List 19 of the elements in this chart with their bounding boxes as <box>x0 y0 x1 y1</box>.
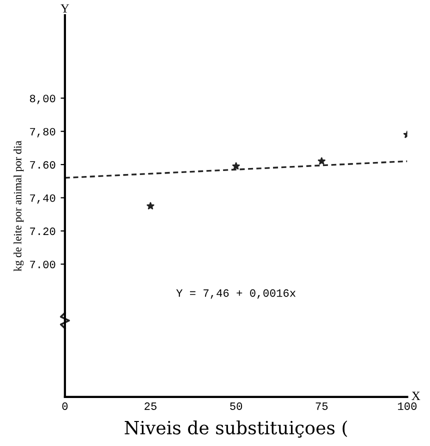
point <box>318 157 326 165</box>
x-tick-label: 50 <box>230 402 242 410</box>
y-tick-label: 7.60 <box>30 161 56 169</box>
y-tick-label: 7,40 <box>30 194 56 204</box>
x-axis-title: Niveis de substituiçoes ( <box>124 420 347 438</box>
annotation: Y = 7,46 + 0,0016x <box>176 289 296 299</box>
x-tick-label: 75 <box>316 402 328 410</box>
text: Y <box>60 4 70 12</box>
x-tick-label: 25 <box>144 402 156 410</box>
y-tick-label: 8,00 <box>30 94 56 104</box>
y-tick-label: 7,80 <box>30 128 56 138</box>
text: X <box>412 392 420 400</box>
x-tick-label: 100 <box>398 402 417 410</box>
y-axis-title: kg de leite por animal por dia <box>14 140 24 272</box>
y-tick-label: 7.20 <box>30 228 56 236</box>
point <box>146 202 154 210</box>
x-tick-label: 0 <box>62 402 68 410</box>
point <box>232 162 240 170</box>
y-tick-label: 7.00 <box>30 260 56 268</box>
